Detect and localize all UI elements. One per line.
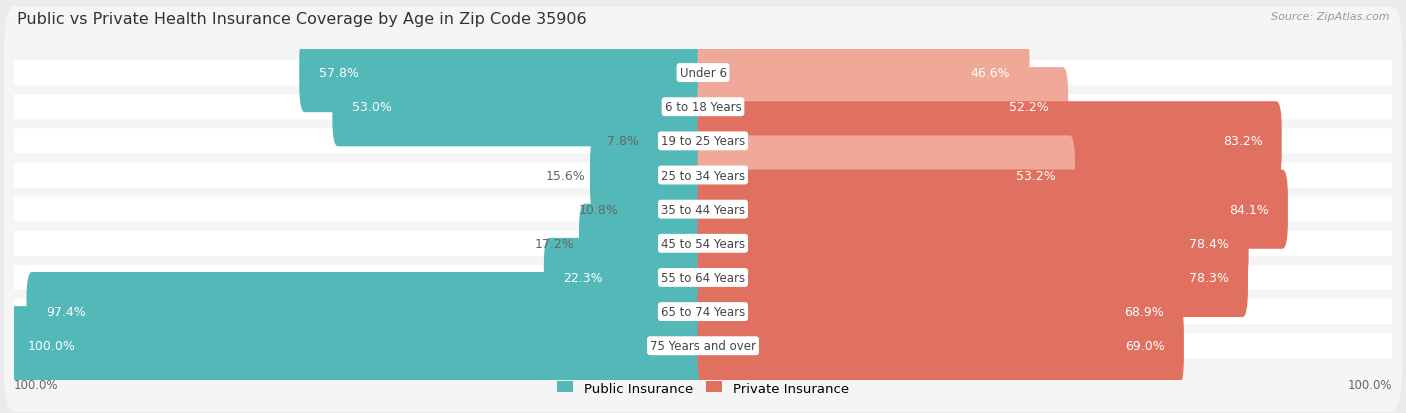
- Text: 69.0%: 69.0%: [1125, 339, 1164, 352]
- Text: 19 to 25 Years: 19 to 25 Years: [661, 135, 745, 148]
- Text: Public vs Private Health Insurance Coverage by Age in Zip Code 35906: Public vs Private Health Insurance Cover…: [17, 12, 586, 27]
- Text: 100.0%: 100.0%: [1347, 378, 1392, 391]
- FancyBboxPatch shape: [579, 204, 709, 283]
- Text: 46.6%: 46.6%: [970, 67, 1011, 80]
- FancyBboxPatch shape: [697, 238, 1249, 317]
- FancyBboxPatch shape: [697, 204, 1249, 283]
- Text: 6 to 18 Years: 6 to 18 Years: [665, 101, 741, 114]
- FancyBboxPatch shape: [703, 299, 1392, 325]
- FancyBboxPatch shape: [697, 170, 1288, 249]
- Text: 68.9%: 68.9%: [1125, 305, 1164, 318]
- Text: 57.8%: 57.8%: [319, 67, 359, 80]
- FancyBboxPatch shape: [644, 102, 709, 181]
- Text: Under 6: Under 6: [679, 67, 727, 80]
- FancyBboxPatch shape: [14, 95, 703, 120]
- FancyBboxPatch shape: [14, 299, 703, 325]
- FancyBboxPatch shape: [4, 144, 1402, 276]
- FancyBboxPatch shape: [4, 212, 1402, 344]
- Text: Source: ZipAtlas.com: Source: ZipAtlas.com: [1271, 12, 1389, 22]
- Text: 15.6%: 15.6%: [546, 169, 585, 182]
- Text: 100.0%: 100.0%: [28, 339, 76, 352]
- FancyBboxPatch shape: [703, 231, 1392, 256]
- Text: 25 to 34 Years: 25 to 34 Years: [661, 169, 745, 182]
- Text: 17.2%: 17.2%: [534, 237, 574, 250]
- Text: 35 to 44 Years: 35 to 44 Years: [661, 203, 745, 216]
- FancyBboxPatch shape: [332, 68, 709, 147]
- Text: 53.0%: 53.0%: [352, 101, 391, 114]
- FancyBboxPatch shape: [703, 61, 1392, 86]
- FancyBboxPatch shape: [703, 163, 1392, 188]
- Text: 52.2%: 52.2%: [1010, 101, 1049, 114]
- FancyBboxPatch shape: [703, 197, 1392, 222]
- FancyBboxPatch shape: [4, 109, 1402, 242]
- FancyBboxPatch shape: [697, 102, 1282, 181]
- FancyBboxPatch shape: [697, 272, 1184, 351]
- Legend: Public Insurance, Private Insurance: Public Insurance, Private Insurance: [553, 376, 853, 400]
- FancyBboxPatch shape: [4, 7, 1402, 140]
- FancyBboxPatch shape: [14, 265, 703, 290]
- FancyBboxPatch shape: [27, 272, 709, 351]
- Text: 45 to 54 Years: 45 to 54 Years: [661, 237, 745, 250]
- FancyBboxPatch shape: [697, 136, 1076, 215]
- FancyBboxPatch shape: [544, 238, 709, 317]
- FancyBboxPatch shape: [4, 178, 1402, 310]
- FancyBboxPatch shape: [703, 265, 1392, 290]
- FancyBboxPatch shape: [697, 306, 1184, 385]
- FancyBboxPatch shape: [4, 280, 1402, 412]
- FancyBboxPatch shape: [703, 95, 1392, 120]
- FancyBboxPatch shape: [697, 68, 1069, 147]
- Text: 53.2%: 53.2%: [1017, 169, 1056, 182]
- FancyBboxPatch shape: [14, 61, 703, 86]
- FancyBboxPatch shape: [8, 306, 709, 385]
- Text: 83.2%: 83.2%: [1223, 135, 1263, 148]
- FancyBboxPatch shape: [14, 163, 703, 188]
- Text: 10.8%: 10.8%: [578, 203, 619, 216]
- FancyBboxPatch shape: [14, 333, 703, 358]
- Text: 78.3%: 78.3%: [1189, 271, 1229, 284]
- Text: 100.0%: 100.0%: [14, 378, 59, 391]
- Text: 84.1%: 84.1%: [1229, 203, 1268, 216]
- FancyBboxPatch shape: [299, 34, 709, 113]
- Text: 65 to 74 Years: 65 to 74 Years: [661, 305, 745, 318]
- FancyBboxPatch shape: [14, 231, 703, 256]
- Text: 22.3%: 22.3%: [564, 271, 603, 284]
- FancyBboxPatch shape: [14, 197, 703, 222]
- FancyBboxPatch shape: [623, 170, 709, 249]
- FancyBboxPatch shape: [703, 333, 1392, 358]
- Text: 7.8%: 7.8%: [607, 135, 638, 148]
- Text: 75 Years and over: 75 Years and over: [650, 339, 756, 352]
- FancyBboxPatch shape: [4, 76, 1402, 208]
- FancyBboxPatch shape: [14, 129, 703, 154]
- FancyBboxPatch shape: [4, 246, 1402, 378]
- FancyBboxPatch shape: [591, 136, 709, 215]
- Text: 78.4%: 78.4%: [1189, 237, 1229, 250]
- FancyBboxPatch shape: [4, 41, 1402, 173]
- FancyBboxPatch shape: [697, 34, 1029, 113]
- Text: 97.4%: 97.4%: [46, 305, 86, 318]
- Text: 55 to 64 Years: 55 to 64 Years: [661, 271, 745, 284]
- FancyBboxPatch shape: [703, 129, 1392, 154]
